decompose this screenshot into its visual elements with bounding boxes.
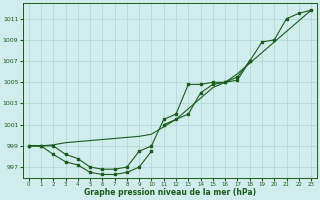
X-axis label: Graphe pression niveau de la mer (hPa): Graphe pression niveau de la mer (hPa) [84,188,256,197]
